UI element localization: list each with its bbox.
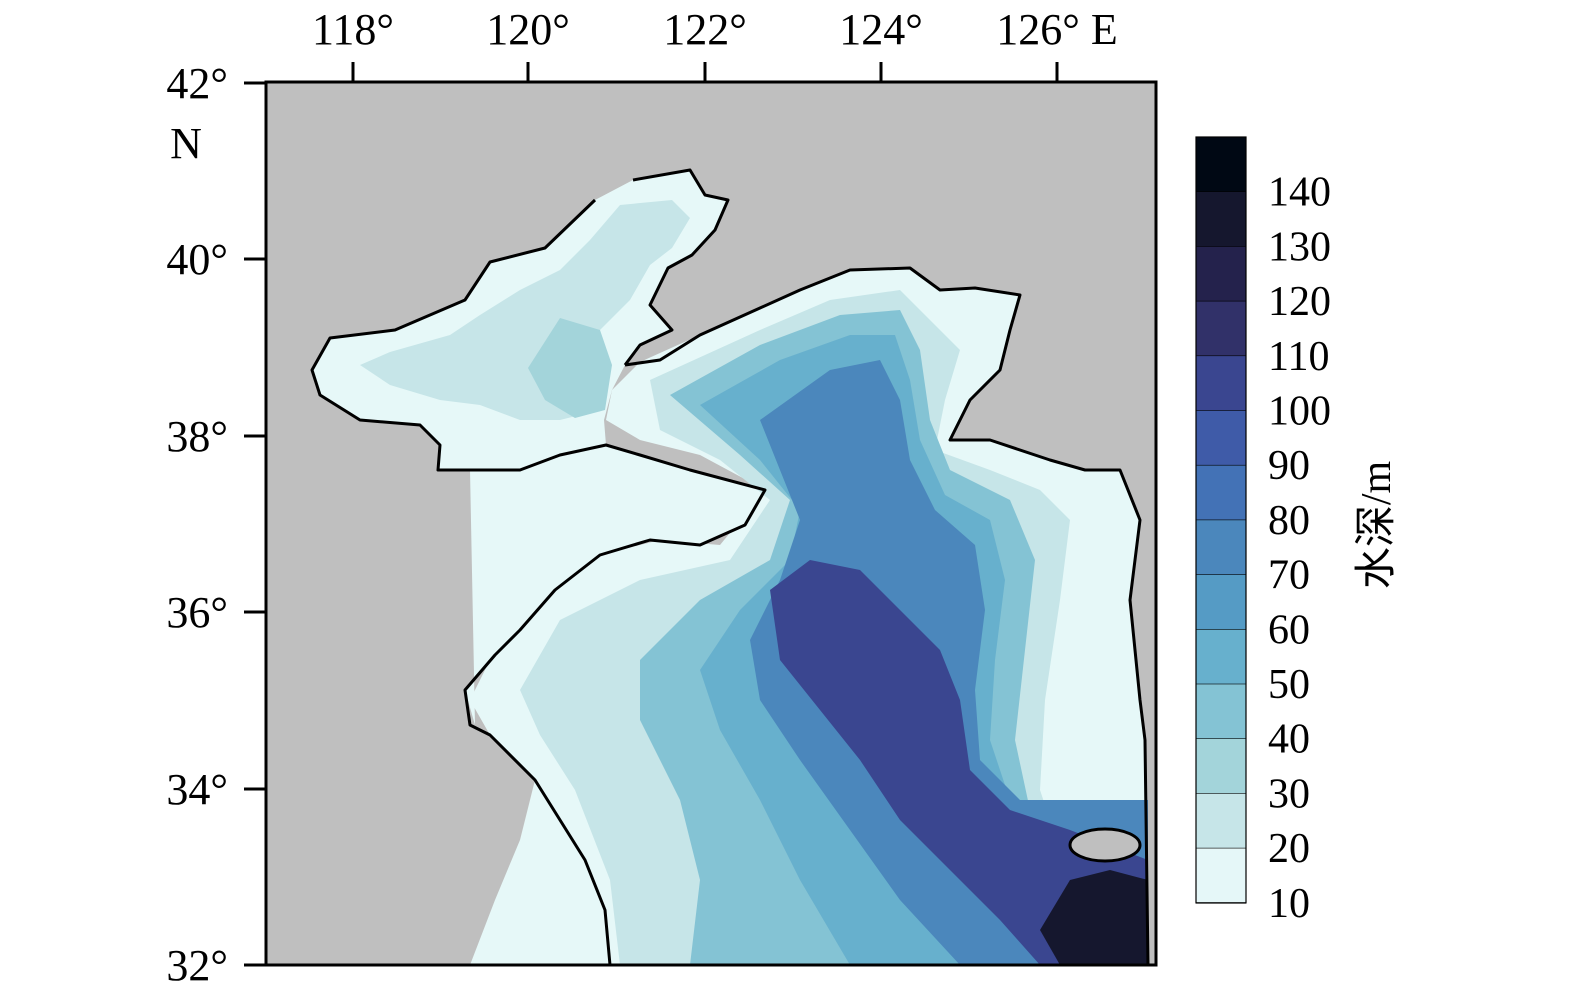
y-tick-32: 32°	[166, 941, 228, 990]
x-tick-118: 118°	[312, 5, 394, 54]
colorbar-label: 60	[1268, 607, 1310, 653]
colorbar-title: 水深/m	[1354, 461, 1400, 590]
y-hemisphere-label: N	[170, 119, 202, 168]
colorbar-label: 120	[1268, 279, 1331, 325]
colorbar-label: 100	[1268, 389, 1331, 435]
colorbar-label: 90	[1268, 443, 1310, 489]
x-tick-120: 120°	[486, 5, 570, 54]
jeju-island	[1068, 827, 1142, 863]
bohai-channel	[528, 318, 612, 418]
y-tick-42: 42°	[166, 59, 228, 108]
colorbar-swatch	[1195, 246, 1247, 302]
colorbar-label: 50	[1268, 662, 1310, 708]
colorbar-label: 140	[1268, 170, 1331, 216]
colorbar-label: 30	[1268, 771, 1310, 817]
colorbar-label: 130	[1268, 224, 1331, 270]
colorbar-label: 80	[1268, 498, 1310, 544]
colorbar-swatch	[1195, 136, 1247, 193]
map-plot-area	[264, 80, 1158, 967]
x-tick-126: 126° E	[996, 5, 1117, 54]
colorbar-swatch	[1195, 519, 1247, 576]
y-axis-ticks: 42° N 40° 38° 36° 34° 32°	[166, 59, 266, 990]
colorbar-label: 110	[1268, 334, 1329, 380]
colorbar-label: 40	[1268, 717, 1310, 763]
colorbar-label: 20	[1268, 826, 1310, 872]
coastline	[310, 168, 1150, 966]
colorbar-frame	[1195, 136, 1247, 904]
colorbar-swatch	[1195, 191, 1247, 248]
colorbar-swatch	[1195, 300, 1247, 357]
y-tick-38: 38°	[166, 412, 228, 461]
x-tick-122: 122°	[663, 5, 747, 54]
colorbar-swatch	[1195, 410, 1247, 467]
colorbar-swatch	[1195, 683, 1247, 740]
cheju-deep	[1040, 870, 1148, 965]
colorbar-swatch	[1195, 355, 1247, 412]
colorbar-label: 70	[1268, 553, 1310, 599]
colorbar-swatch	[1195, 574, 1247, 631]
yellow-sea-90m	[770, 560, 1148, 965]
bohai-mid-depth	[360, 200, 690, 420]
y-tick-36: 36°	[166, 588, 228, 637]
yellow-sea-70m	[750, 360, 1148, 965]
sea-bathymetry	[312, 170, 1148, 965]
y-tick-40: 40°	[166, 235, 228, 284]
colorbar-swatch	[1195, 793, 1247, 849]
colorbar-swatch	[1195, 464, 1247, 521]
colorbar-swatch	[1195, 628, 1247, 685]
x-axis-ticks: 118° 120° 122° 124° 126° E	[312, 5, 1118, 82]
x-tick-124: 124°	[839, 5, 923, 54]
colorbar-swatch	[1195, 847, 1247, 904]
y-tick-34: 34°	[166, 765, 228, 814]
map-frame	[264, 80, 1158, 967]
colorbar-label: 10	[1268, 881, 1310, 927]
depth-colorbar: 140 130 120 110 100 90 80 70 60 50 40 30 20 10	[1195, 136, 1331, 927]
colorbar-swatch	[1195, 738, 1247, 795]
